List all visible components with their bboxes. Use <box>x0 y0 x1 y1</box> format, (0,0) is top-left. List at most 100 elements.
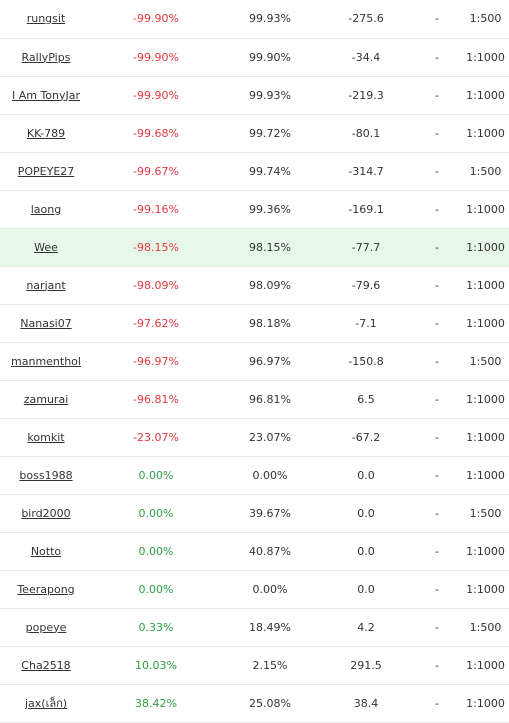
gain-value: 0.00% <box>138 506 174 520</box>
trader-name-link[interactable]: jax(เล็ก) <box>24 697 68 710</box>
gain-value: -98.15% <box>133 240 179 254</box>
drawdown-value: 18.49% <box>249 620 291 634</box>
pips-value: -7.1 <box>355 316 377 330</box>
gain-value: 0.00% <box>138 544 174 558</box>
leverage-value: 1:500 <box>469 164 502 178</box>
pips-value: 0.0 <box>357 468 375 482</box>
drawdown-value-cell: 96.97% <box>220 342 320 380</box>
trader-name-link[interactable]: Teerapong <box>17 582 75 596</box>
pips-value: -77.7 <box>351 240 381 254</box>
table-row: popeye 0.33% 18.49% 4.2 - 1:500 <box>0 608 509 646</box>
trader-name-link[interactable]: zamurai <box>23 392 69 406</box>
drawdown-value-cell: 0.00% <box>220 456 320 494</box>
leverage-value: 1:1000 <box>466 202 505 216</box>
dash-value: - <box>435 12 439 26</box>
drawdown-value-cell: 18.49% <box>220 608 320 646</box>
dash-value: - <box>435 202 439 216</box>
gain-value: -99.90% <box>133 88 179 102</box>
trader-name-link-cell: narjant <box>0 266 92 304</box>
pips-value-cell: -80.1 <box>320 114 412 152</box>
pips-value-cell: 38.4 <box>320 684 412 722</box>
trader-name-link-cell: popeye <box>0 608 92 646</box>
drawdown-value-cell: 23.07% <box>220 418 320 456</box>
drawdown-value: 25.08% <box>249 696 291 710</box>
trader-name-link[interactable]: rungsit <box>26 12 66 26</box>
trader-name-link[interactable]: komkit <box>27 430 65 444</box>
trader-name-link[interactable]: Nanasi07 <box>20 316 72 330</box>
drawdown-value-cell: 99.36% <box>220 190 320 228</box>
table-row: boss1988 0.00% 0.00% 0.0 - 1:1000 <box>0 456 509 494</box>
drawdown-value: 39.67% <box>249 506 291 520</box>
trader-name-link[interactable]: RallyPips <box>21 50 71 64</box>
dash-value: - <box>435 164 439 178</box>
dash-value: - <box>435 620 439 634</box>
gain-value-cell: 0.00% <box>92 532 220 570</box>
leverage-value-cell: 1:1000 <box>462 76 509 114</box>
leverage-value-cell: 1:1000 <box>462 38 509 76</box>
drawdown-value-cell: 25.08% <box>220 684 320 722</box>
trader-name-link[interactable]: bird2000 <box>21 506 71 520</box>
trader-name-link[interactable]: manmenthol <box>11 354 81 368</box>
drawdown-value: 98.09% <box>249 278 291 292</box>
trader-name-link[interactable]: Wee <box>34 240 58 254</box>
leverage-value-cell: 1:500 <box>462 494 509 532</box>
leverage-value: 1:500 <box>469 506 502 520</box>
gain-value-cell: -99.90% <box>92 76 220 114</box>
dash-value-cell: - <box>412 76 462 114</box>
table-row: I Am TonyJar -99.90% 99.93% -219.3 - 1:1000 <box>0 76 509 114</box>
dash-value: - <box>435 126 439 140</box>
table-row: KK-789 -99.68% 99.72% -80.1 - 1:1000 <box>0 114 509 152</box>
gain-value: -96.97% <box>133 354 179 368</box>
trader-name-link[interactable]: popeye <box>25 620 67 634</box>
gain-value-cell: 0.33% <box>92 608 220 646</box>
drawdown-value-cell: 96.81% <box>220 380 320 418</box>
dash-value: - <box>435 582 439 596</box>
trader-name-link[interactable]: KK-789 <box>26 126 66 140</box>
leverage-value: 1:1000 <box>466 278 505 292</box>
trader-name-link-cell: Cha2518 <box>0 646 92 684</box>
pips-value: -219.3 <box>348 88 384 102</box>
trader-name-link-cell: Nanasi07 <box>0 304 92 342</box>
trader-name-link[interactable]: POPEYE27 <box>17 164 75 178</box>
leverage-value: 1:1000 <box>466 696 505 710</box>
trader-name-link[interactable]: Cha2518 <box>21 658 71 672</box>
trader-name-link-cell: jax(เล็ก) <box>0 684 92 722</box>
gain-value-cell: -98.15% <box>92 228 220 266</box>
trader-name-link[interactable]: laong <box>30 202 62 216</box>
dash-value-cell: - <box>412 190 462 228</box>
drawdown-value: 99.93% <box>249 88 291 102</box>
leverage-value: 1:1000 <box>466 240 505 254</box>
trader-name-link-cell: rungsit <box>0 0 92 38</box>
leverage-value-cell: 1:1000 <box>462 646 509 684</box>
trader-name-link-cell: Wee <box>0 228 92 266</box>
leverage-value-cell: 1:1000 <box>462 418 509 456</box>
gain-value: -99.90% <box>133 12 179 26</box>
pips-value-cell: -219.3 <box>320 76 412 114</box>
dash-value: - <box>435 278 439 292</box>
leverage-value-cell: 1:1000 <box>462 456 509 494</box>
pips-value: -150.8 <box>348 354 384 368</box>
leverage-value: 1:1000 <box>466 392 505 406</box>
trader-name-link-cell: I Am TonyJar <box>0 76 92 114</box>
trader-name-link-cell: Notto <box>0 532 92 570</box>
gain-value: -99.67% <box>133 164 179 178</box>
table-row: Cha2518 10.03% 2.15% 291.5 - 1:1000 <box>0 646 509 684</box>
trader-name-link[interactable]: narjant <box>26 278 66 292</box>
table-row: rungsit -99.90% 99.93% -275.6 - 1:500 <box>0 0 509 38</box>
leverage-value-cell: 1:1000 <box>462 532 509 570</box>
gain-value: 10.03% <box>135 658 177 672</box>
gain-value: -96.81% <box>133 392 179 406</box>
leverage-value-cell: 1:1000 <box>462 684 509 722</box>
leverage-value: 1:1000 <box>466 544 505 558</box>
trader-name-link[interactable]: boss1988 <box>19 468 73 482</box>
trader-name-link[interactable]: I Am TonyJar <box>11 88 81 102</box>
pips-value: 4.2 <box>357 620 375 634</box>
dash-value-cell: - <box>412 418 462 456</box>
leverage-value-cell: 1:1000 <box>462 380 509 418</box>
gain-value: 0.00% <box>138 582 174 596</box>
leverage-value: 1:1000 <box>466 50 505 64</box>
dash-value-cell: - <box>412 380 462 418</box>
drawdown-value-cell: 40.87% <box>220 532 320 570</box>
trader-name-link[interactable]: Notto <box>30 544 62 558</box>
